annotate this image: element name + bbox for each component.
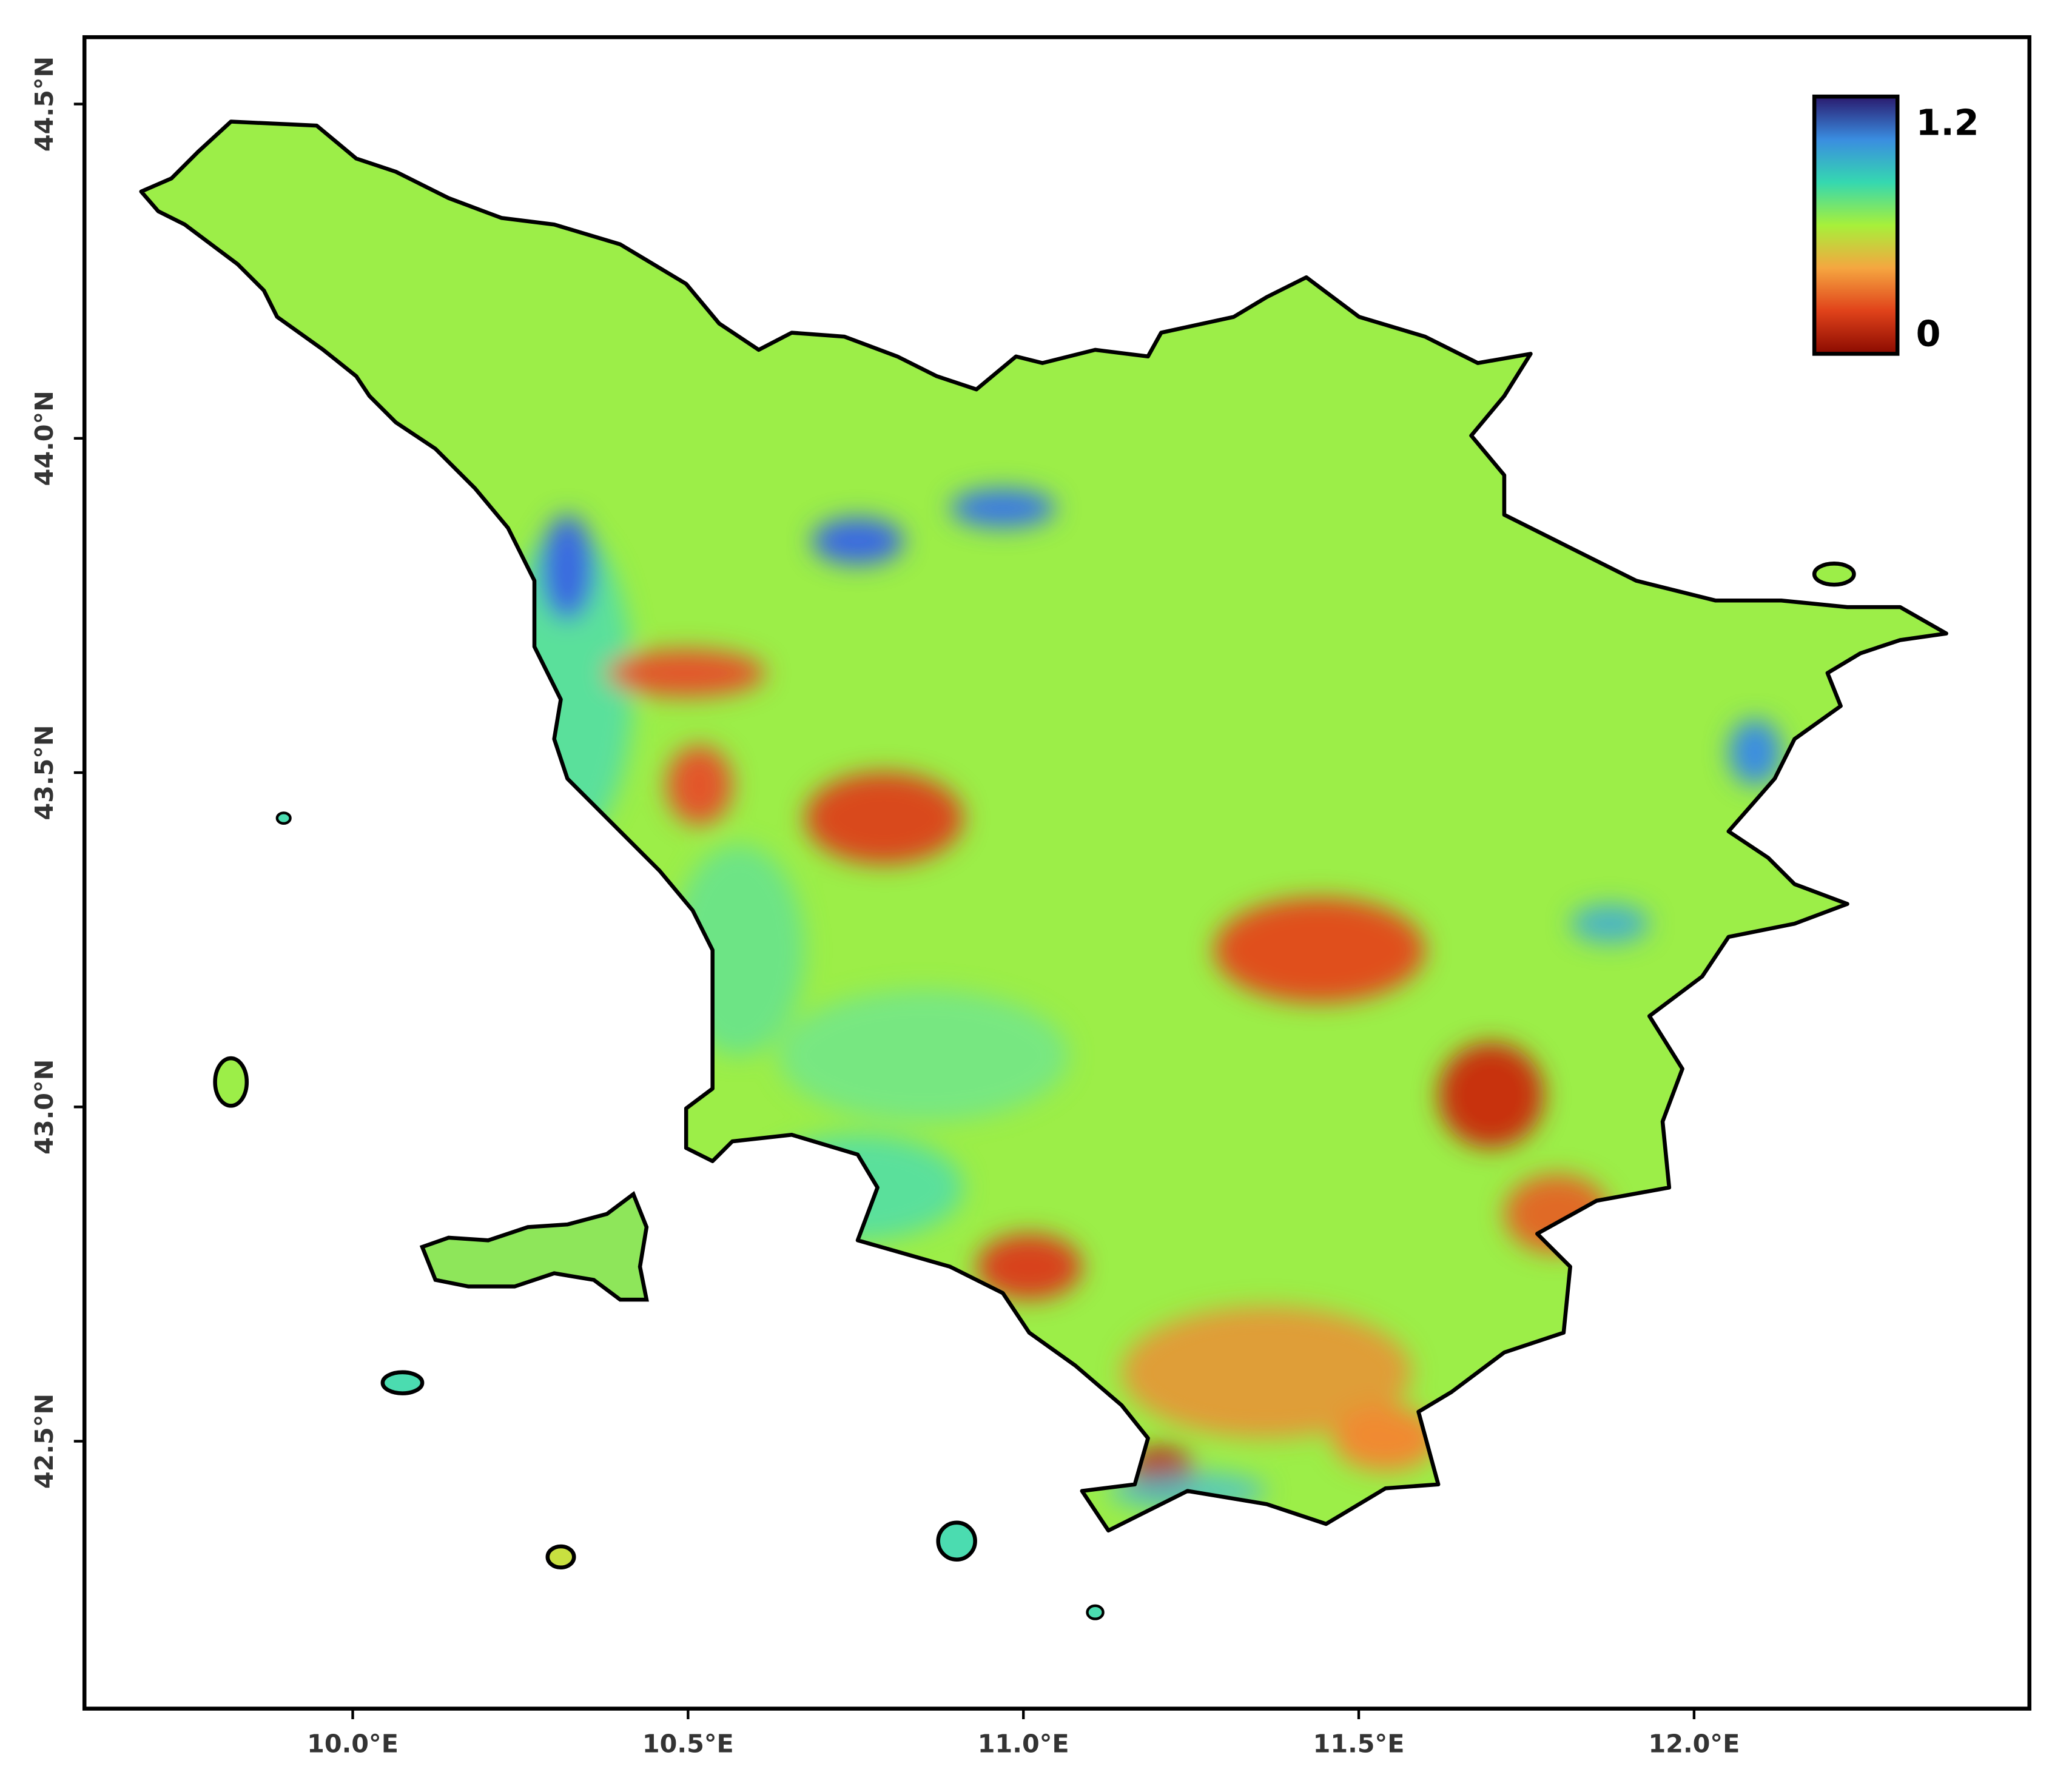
y-tick-label: 42.5°N	[30, 1394, 59, 1489]
island	[936, 1520, 977, 1562]
colorbar	[1812, 94, 1900, 356]
colorbar-label: 0	[1916, 312, 1941, 354]
y-tick-label: 43.0°N	[30, 1059, 59, 1155]
island	[1812, 562, 1856, 587]
island	[545, 1544, 576, 1570]
island-elba	[419, 1190, 649, 1302]
land	[141, 122, 1946, 1620]
x-tick-label: 11.0°E	[978, 1729, 1069, 1758]
island	[1086, 1604, 1105, 1620]
y-tick-label: 44.0°N	[30, 391, 59, 486]
x-tick-label: 12.0°E	[1648, 1729, 1740, 1758]
island	[213, 1056, 249, 1108]
raster-texture	[501, 488, 1781, 1511]
island	[275, 811, 292, 825]
x-tick-label: 10.0°E	[307, 1729, 399, 1758]
x-tick-label: 11.5°E	[1313, 1729, 1405, 1758]
y-tick-label: 43.5°N	[30, 725, 59, 820]
y-tick-label: 44.5°N	[30, 56, 59, 152]
island	[380, 1370, 425, 1395]
x-tick-label: 10.5°E	[642, 1729, 734, 1758]
colorbar-label: 1.2	[1916, 101, 1979, 143]
frame	[82, 35, 2032, 1711]
